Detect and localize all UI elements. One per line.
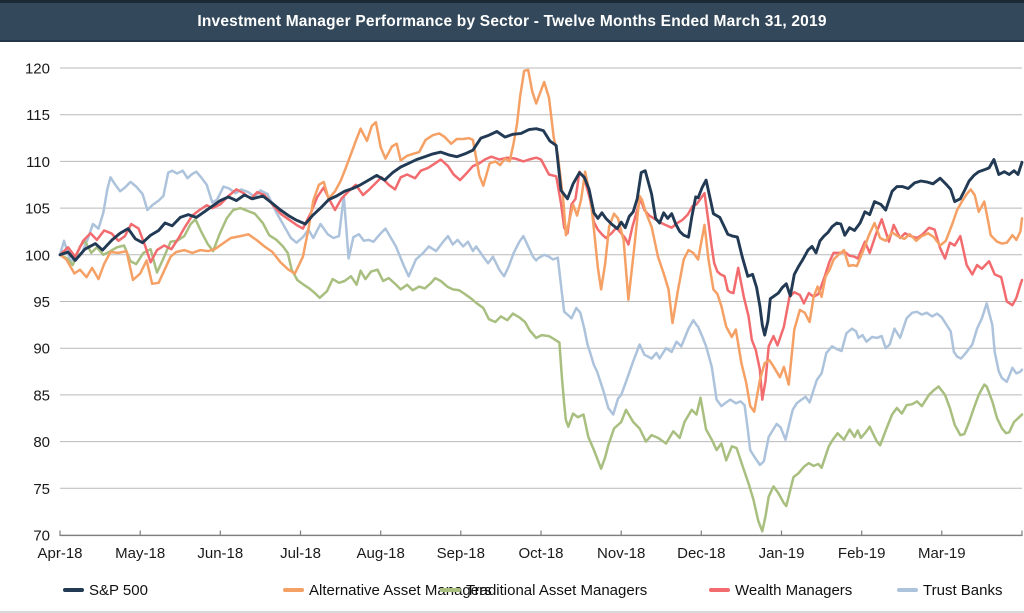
x-axis-label: Mar-19 — [918, 545, 966, 562]
y-axis-label: 70 — [33, 528, 50, 545]
legend-label: Wealth Managers — [735, 581, 853, 599]
series-line-trust-banks — [58, 169, 1024, 467]
legend-item-traditional-asset-managers: Traditional Asset Managers — [440, 579, 647, 601]
chart-title-bar: Investment Manager Performance by Sector… — [0, 0, 1024, 42]
legend-item-s-p-500: S&P 500 — [63, 579, 148, 601]
series-line-s-p-500 — [58, 127, 1024, 337]
x-axis-label: Oct-18 — [518, 545, 563, 562]
x-axis-label: Feb-19 — [838, 545, 886, 562]
series-line-alternative-asset-managers — [58, 68, 1024, 413]
series-line-traditional-asset-managers — [58, 206, 1024, 533]
legend-swatch — [63, 588, 84, 592]
y-axis-label: 100 — [25, 247, 50, 264]
y-axis-label: 120 — [25, 61, 50, 78]
legend-label: Alternative Asset Managers — [309, 581, 492, 599]
legend-swatch — [897, 588, 918, 592]
x-axis-label: Dec-18 — [677, 545, 725, 562]
legend-item-trust-banks: Trust Banks — [897, 579, 1002, 601]
y-axis-label: 80 — [33, 434, 50, 451]
y-axis-label: 115 — [26, 107, 50, 124]
legend-swatch — [440, 588, 461, 592]
chart-legend: S&P 500 Alternative Asset Managers Traditi… — [0, 579, 1024, 605]
y-axis-label: 85 — [33, 387, 50, 404]
x-axis-label: Jun-18 — [197, 545, 243, 562]
x-axis-label: Aug-18 — [357, 545, 405, 562]
y-axis-label: 105 — [25, 201, 50, 218]
x-axis-label: Nov-18 — [597, 545, 645, 562]
legend-item-alternative-asset-managers: Alternative Asset Managers — [283, 579, 492, 601]
legend-label: Traditional Asset Managers — [466, 581, 648, 599]
legend-item-wealth-managers: Wealth Managers — [709, 579, 852, 601]
x-axis-label: Jan-19 — [759, 545, 805, 562]
y-axis-label: 75 — [33, 481, 50, 498]
legend-label: S&P 500 — [89, 581, 148, 599]
x-axis-label: May-18 — [115, 545, 165, 562]
legend-swatch — [283, 588, 304, 592]
y-axis-label: 110 — [26, 154, 50, 171]
chart-title: Investment Manager Performance by Sector… — [197, 12, 827, 30]
series-line-wealth-managers — [58, 155, 1024, 401]
x-axis-label: Sep-18 — [437, 545, 485, 562]
x-axis-label: Jul-18 — [280, 545, 321, 562]
y-axis-label: 95 — [33, 294, 50, 311]
x-axis-label: Apr-18 — [37, 545, 82, 562]
legend-label: Trust Banks — [923, 581, 1003, 599]
legend-swatch — [709, 588, 730, 592]
y-axis-label: 90 — [33, 341, 50, 358]
